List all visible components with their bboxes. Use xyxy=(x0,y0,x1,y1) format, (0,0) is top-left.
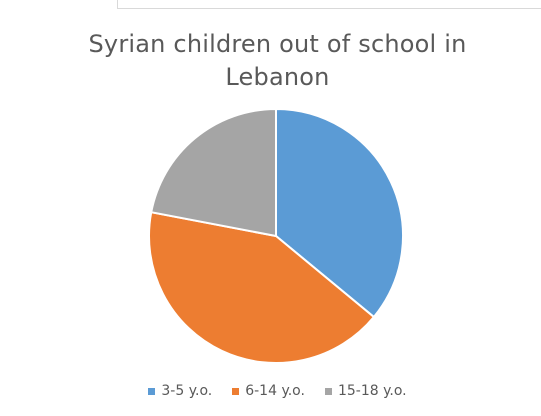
legend-swatch xyxy=(232,387,240,395)
chart-title-line-1: Syrian children out of school in xyxy=(88,30,467,58)
pie-slice-3-5-y-o xyxy=(275,107,404,319)
legend-swatch xyxy=(148,387,156,395)
legend-item: 3-5 y.o. xyxy=(148,383,212,399)
pie-slice-15-18-y-o xyxy=(150,107,277,238)
frame-border-left xyxy=(117,0,118,8)
chart-title-line-2: Lebanon xyxy=(225,63,330,91)
pie-slices xyxy=(148,107,404,364)
chart-title: Syrian children out of school in Lebanon xyxy=(0,28,541,94)
frame-border-top xyxy=(117,8,541,9)
pie-slice-6-14-y-o xyxy=(148,211,376,364)
legend-label: 6-14 y.o. xyxy=(245,383,305,399)
legend-label: 3-5 y.o. xyxy=(161,383,213,399)
legend-swatch xyxy=(324,387,332,395)
legend-item: 15-18 y.o. xyxy=(324,383,407,399)
legend-label: 15-18 y.o. xyxy=(337,383,407,399)
legend: 3-5 y.o. 6-14 y.o. 15-18 y.o. xyxy=(0,383,541,399)
legend-item: 6-14 y.o. xyxy=(232,383,305,399)
